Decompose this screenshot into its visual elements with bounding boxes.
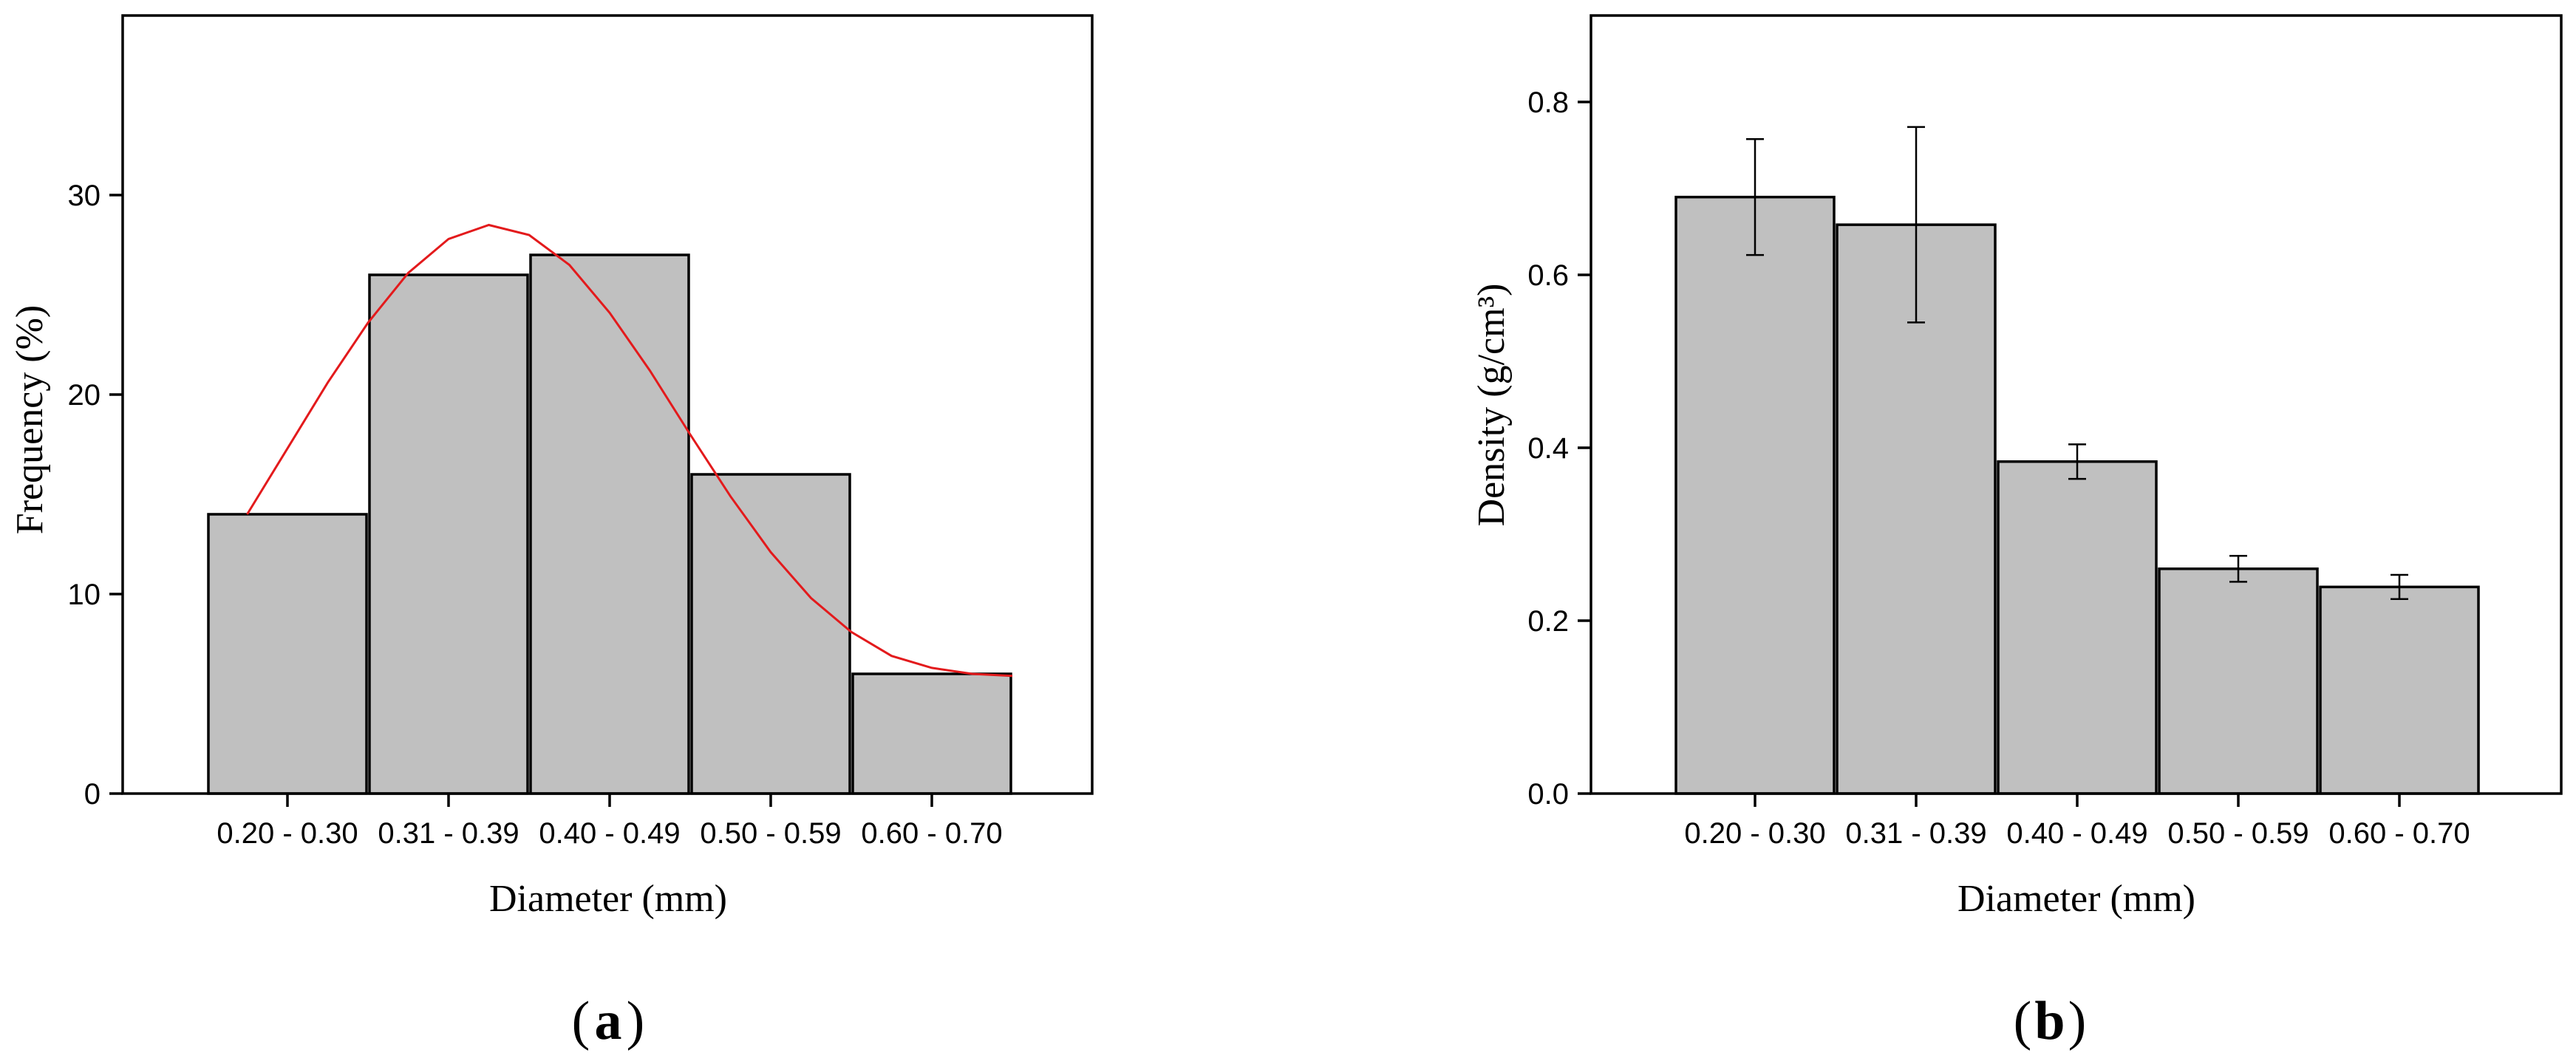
panel-a-ylabel: Frequency (%) (9, 305, 51, 534)
y-tick-label: 0 (84, 778, 100, 811)
x-tick-label: 0.31 - 0.39 (378, 817, 519, 850)
caption-letter-a: a (595, 991, 622, 1051)
caption-paren-close: ) (627, 991, 645, 1051)
bar (1997, 460, 2158, 795)
panel-b-caption: ( b ) (2014, 991, 2087, 1051)
y-tick-label: 10 (68, 579, 101, 611)
caption-letter-b: b (2034, 991, 2065, 1051)
x-tick-label: 0.60 - 0.70 (861, 817, 1002, 850)
x-tick-label: 0.40 - 0.49 (539, 817, 680, 850)
y-tick-label: 0.6 (1527, 259, 1569, 292)
bar (851, 672, 1012, 795)
caption-paren-open: ( (572, 991, 590, 1051)
bar (2158, 567, 2319, 795)
bar (2319, 585, 2480, 795)
bar (690, 473, 851, 795)
caption-paren-open: ( (2014, 991, 2032, 1051)
panel-b: 0.0 0.2 0.4 0.6 0.8 0.20 - 0.30 0.31 - 0.39 0.4… (1527, 14, 2563, 850)
bar (529, 253, 690, 795)
x-tick-label: 0.20 - 0.30 (217, 817, 358, 850)
panel-a-caption: ( a ) (572, 991, 645, 1051)
y-tick-label: 30 (68, 180, 101, 212)
x-tick-label: 0.31 - 0.39 (1845, 817, 1986, 850)
y-tick-label: 0.0 (1527, 778, 1569, 811)
fit-curve (246, 223, 1013, 678)
panel-b-xlabel: Diameter (mm) (1957, 878, 2195, 920)
y-tick-label: 20 (68, 379, 101, 412)
y-tick-label: 0.2 (1527, 605, 1569, 638)
y-tick-label: 0.8 (1527, 86, 1569, 119)
bar (368, 273, 529, 795)
x-tick-label: 0.40 - 0.49 (2006, 817, 2147, 850)
y-tick-label: 0.4 (1527, 432, 1569, 465)
panel-a: 0 10 20 30 0.20 - 0.30 0.31 - 0.39 0.40 - 0.49… (68, 14, 1094, 850)
bar (207, 513, 368, 795)
x-tick-label: 0.50 - 0.59 (2167, 817, 2308, 850)
x-tick-label: 0.50 - 0.59 (700, 817, 841, 850)
x-tick-label: 0.60 - 0.70 (2328, 817, 2470, 850)
caption-paren-close: ) (2068, 991, 2087, 1051)
plot-frame (121, 14, 1094, 795)
panel-a-xlabel: Diameter (mm) (489, 878, 727, 920)
x-tick-label: 0.20 - 0.30 (1684, 817, 1825, 850)
bar (1674, 195, 1836, 795)
panel-b-ylabel: Density (g/cm³) (1471, 284, 1513, 527)
